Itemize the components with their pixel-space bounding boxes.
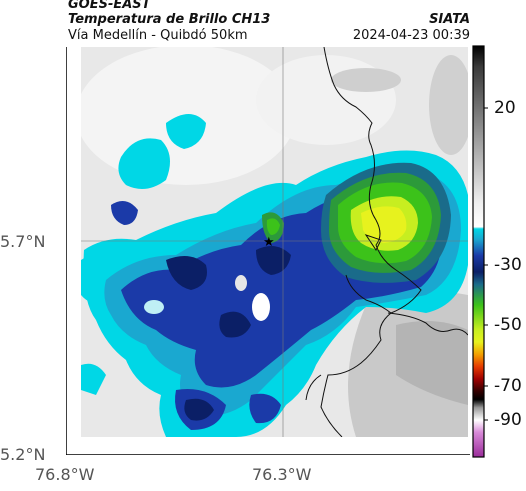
border-line-main xyxy=(320,47,422,437)
colorbar-tick-label: -90 xyxy=(494,410,522,430)
lat-tick-label: 5.2°N xyxy=(0,445,46,464)
colorbar-tick-label: -30 xyxy=(494,255,522,275)
colorbar-tick-label: -50 xyxy=(494,315,522,335)
satellite-title: GOES-EAST xyxy=(68,0,151,12)
location-marker: ★ xyxy=(263,235,275,250)
product-title: Temperatura de Brillo CH13 xyxy=(68,12,271,27)
route-subtitle: Vía Medellín - Quibdó 50km xyxy=(68,28,248,43)
cold-cloud-dark-core xyxy=(166,256,207,290)
lat-tick-label: 5.7°N xyxy=(0,232,46,251)
datetime-label: 2024-04-23 00:39 xyxy=(352,28,470,43)
colorbar-tick-label: -70 xyxy=(494,376,522,396)
lon-tick-label: 76.8°W xyxy=(35,465,95,484)
satellite-map: ★ xyxy=(66,45,470,455)
lon-tick-label: 76.3°W xyxy=(252,465,312,484)
temperature-colorbar xyxy=(472,45,488,458)
colorbar-tick-label: 20 xyxy=(494,98,516,118)
org-label: SIATA xyxy=(429,12,470,27)
